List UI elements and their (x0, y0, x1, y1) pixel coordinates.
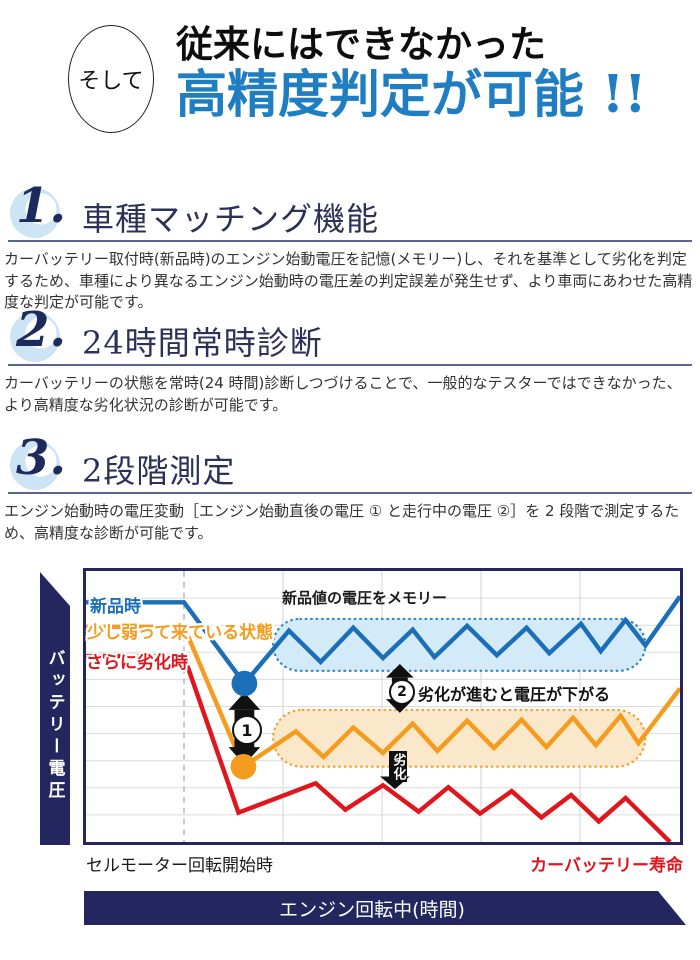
series-line-degraded (86, 653, 672, 842)
section-2-body: カーバッテリーの状態を常時(24 時間)診断しつづけることで、一般的なテスターで… (4, 374, 682, 414)
voltage-chart-svg (86, 571, 680, 842)
hero-line1: 従来にはできなかった (176, 22, 546, 66)
section-3-title: 2段階測定 (82, 452, 236, 490)
step2-note: 劣化が進むと電圧が下がる (418, 685, 611, 704)
section-3-number: 3. (16, 430, 67, 486)
section-1-number: 1. (16, 178, 67, 234)
section-2-header: 2. 24時間常時診断 (8, 304, 692, 366)
section-2-title: 24時間常時診断 (82, 324, 323, 362)
voltage-chart: 新品時 少し弱って来ている状態 さらに劣化時 新品値の電圧をメモリー 1 2 劣… (83, 568, 683, 845)
decline-arrow-label: 劣化 (389, 751, 407, 782)
start-voltage-dot-weak (230, 753, 257, 780)
soshite-badge-circle: そして (68, 25, 154, 133)
x-axis-start-label: セルモーター回転開始時 (86, 856, 273, 876)
series-line-weak (86, 624, 680, 771)
y-axis-banner: バッテリー電圧 (40, 572, 70, 845)
section-2-number: 2. (16, 302, 67, 358)
voltage-series-lines (86, 595, 680, 842)
step2-circled-number: 2 (389, 679, 415, 705)
legend-new: 新品時 (90, 597, 141, 617)
legend-degraded: さらに劣化時 (86, 653, 188, 673)
region-new (272, 617, 647, 672)
section-1-title: 車種マッチング機能 (82, 200, 380, 238)
x-axis-banner: エンジン回転中(時間) (84, 891, 686, 925)
start-voltage-dot-new (231, 670, 258, 697)
section-3-body: エンジン始動時の電圧変動［エンジン始動直後の電圧 ① と走行中の電圧 ②］を 2… (4, 502, 680, 542)
memory-note: 新品値の電圧をメモリー (282, 589, 448, 607)
soshite-badge-text: そして (78, 69, 144, 94)
start-voltage-dots (230, 670, 258, 780)
battery-life-label: カーバッテリー寿命 (530, 856, 683, 876)
gridlines (86, 571, 680, 842)
legend-weak: 少し弱って来ている状態 (87, 623, 274, 643)
section-2-number-circle (10, 312, 60, 362)
hero-line2: 高精度判定が可能 !! (176, 65, 647, 125)
section-vehicle-matching: 1. 車種マッチング機能 カーバッテリー取付時(新品時)のエンジン始動電圧を記憶… (0, 180, 700, 314)
region-weak (272, 708, 647, 768)
section-1-body: カーバッテリー取付時(新品時)のエンジン始動電圧を記憶(メモリー)し、それを基準… (4, 250, 693, 311)
section-3-header: 3. 2段階測定 (8, 432, 692, 494)
section-24h-diagnosis: 2. 24時間常時診断 カーバッテリーの状態を常時(24 時間)診断しつづけるこ… (0, 304, 700, 416)
section-3-number-circle (10, 440, 60, 490)
series-line-new (86, 595, 680, 688)
section-two-step-measurement: 3. 2段階測定 エンジン始動時の電圧変動［エンジン始動直後の電圧 ① と走行中… (0, 432, 700, 544)
y-axis-label: バッテリー電圧 (44, 648, 65, 803)
section-1-header: 1. 車種マッチング機能 (8, 180, 692, 242)
section-1-number-circle (10, 188, 60, 238)
step1-circled-number: 1 (232, 715, 262, 745)
x-axis-label: エンジン回転中(時間) (279, 898, 465, 921)
